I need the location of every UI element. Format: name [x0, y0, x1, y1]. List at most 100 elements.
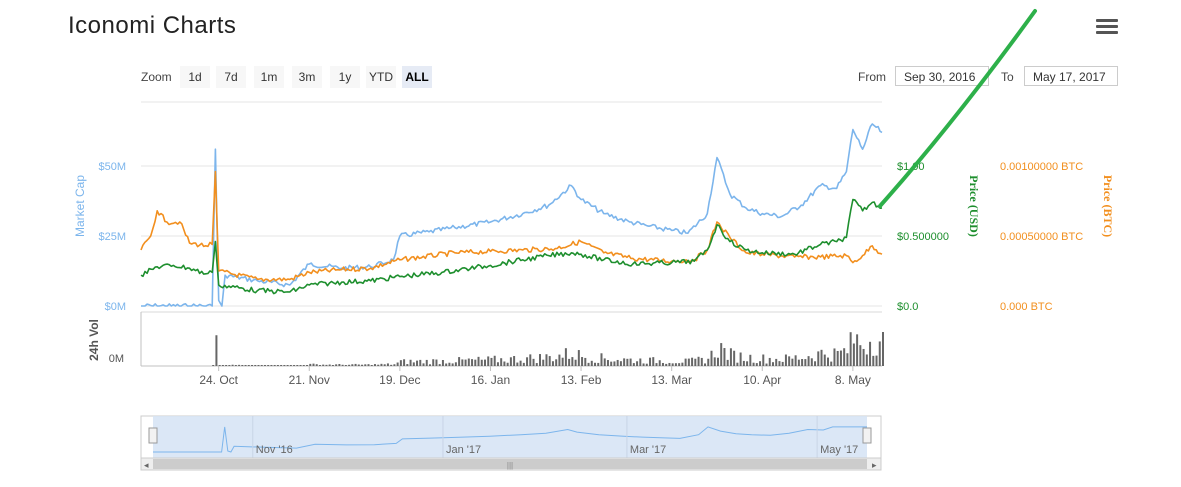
volume-bar: [882, 332, 884, 366]
volume-bar: [671, 363, 674, 366]
volume-bar: [603, 358, 606, 366]
navigator-handle[interactable]: [862, 427, 872, 444]
volume-bar: [551, 361, 554, 366]
volume-bar: [700, 357, 703, 366]
volume-bar: [500, 358, 503, 366]
zoom-button-1d[interactable]: 1d: [180, 66, 210, 88]
volume-bar: [412, 362, 415, 366]
volume-bar: [762, 354, 765, 366]
volume-bar: [548, 356, 551, 366]
volume-bar: [251, 365, 254, 366]
zoom-button-7d[interactable]: 7d: [216, 66, 246, 88]
volume-bar: [409, 359, 412, 366]
volume-bar: [574, 359, 577, 366]
volume-bar: [263, 365, 266, 366]
x-tick-label: 19. Dec: [379, 373, 420, 387]
volume-bar: [390, 364, 393, 366]
volume-bar: [768, 357, 771, 366]
volume-bar: [331, 365, 334, 366]
range-to-input[interactable]: May 17, 2017: [1024, 66, 1118, 86]
volume-bar: [658, 360, 661, 366]
volume-bar: [826, 357, 829, 366]
volume-bar: [448, 362, 451, 366]
zoom-button-3m[interactable]: 3m: [292, 66, 322, 88]
hamburger-menu-icon[interactable]: [1094, 16, 1120, 38]
volume-bar: [872, 355, 875, 366]
volume-bar: [859, 345, 862, 366]
range-from-input[interactable]: Sep 30, 2016: [895, 66, 989, 86]
volume-bar: [335, 364, 338, 366]
volume-bar: [610, 361, 613, 366]
volume-bar: [396, 362, 399, 366]
volume-bar: [678, 363, 681, 366]
volume-bar: [244, 365, 247, 366]
volume-bar: [639, 358, 642, 366]
volume-bar: [231, 364, 234, 366]
volume-bar: [377, 364, 380, 366]
scrollbar-left-arrow-icon[interactable]: ◂: [144, 460, 149, 470]
volume-bar: [467, 358, 470, 366]
navigator-selection[interactable]: [153, 416, 867, 458]
scrollbar-thumb[interactable]: [153, 459, 867, 469]
x-tick-label: 8. May: [835, 373, 871, 387]
volume-bar: [739, 352, 742, 366]
volume-bar: [422, 363, 425, 366]
volume-bar: [600, 353, 603, 366]
zoom-button-all[interactable]: ALL: [402, 66, 432, 88]
volume-bar: [493, 355, 496, 366]
volume-bar: [503, 361, 506, 366]
volume-bar: [461, 359, 464, 366]
volume-bar: [312, 363, 315, 366]
volume-bar: [419, 359, 422, 366]
volume-bar: [267, 365, 270, 366]
volume-bar: [286, 365, 289, 366]
volume-bar: [778, 361, 781, 366]
volume-bar: [399, 360, 402, 366]
volume-bar: [280, 365, 283, 366]
volume-bar: [357, 364, 360, 366]
volume-bar: [775, 358, 778, 366]
volume-bar: [869, 341, 872, 366]
volume-bar: [642, 363, 645, 366]
zoom-button-ytd[interactable]: YTD: [366, 66, 396, 88]
annotation-arrow-line: [878, 9, 1037, 208]
volume-bar: [736, 362, 739, 366]
volume-bar: [532, 358, 535, 366]
volume-bar: [691, 357, 694, 366]
market-cap-axis-title: Market Cap: [73, 175, 87, 237]
navigator[interactable]: Nov '16 Jan '17 Mar '17 May '17 ◂ ▸ |||: [140, 415, 882, 471]
volume-bar: [839, 350, 842, 366]
volume-bar: [516, 362, 519, 366]
volume-bar: [697, 356, 700, 366]
zoom-button-1y[interactable]: 1y: [330, 66, 360, 88]
volume-bar: [820, 349, 823, 366]
volume-bar: [225, 365, 228, 366]
volume-bar: [755, 363, 758, 366]
navigator-series: [153, 426, 867, 453]
volume-bar: [843, 348, 846, 366]
volume-bar: [752, 362, 755, 366]
volume-bar: [804, 359, 807, 366]
navigator-handle[interactable]: [148, 427, 158, 444]
volume-bar: [564, 348, 567, 366]
x-tick-label: 13. Mar: [651, 373, 692, 387]
x-tick-label: 24. Oct: [199, 373, 238, 387]
volume-bar: [477, 356, 480, 366]
volume-bar: [487, 356, 490, 366]
volume-bar: [386, 363, 389, 366]
volume-bar: [215, 335, 218, 366]
navigator-label: Mar '17: [630, 444, 666, 456]
scrollbar-grip-icon[interactable]: |||: [507, 461, 513, 470]
volume-bar: [509, 357, 512, 366]
zoom-button-1m[interactable]: 1m: [254, 66, 284, 88]
volume-bar: [471, 359, 474, 366]
volume-bar: [687, 358, 690, 366]
volume-bar: [674, 363, 677, 366]
volume-bar: [619, 361, 622, 366]
volume-bar: [383, 364, 386, 366]
volume-bar: [613, 361, 616, 366]
volume-bar: [289, 365, 292, 366]
volume-bar: [519, 360, 522, 366]
scrollbar-right-arrow-icon[interactable]: ▸: [872, 460, 877, 470]
volume-bar: [506, 362, 509, 366]
